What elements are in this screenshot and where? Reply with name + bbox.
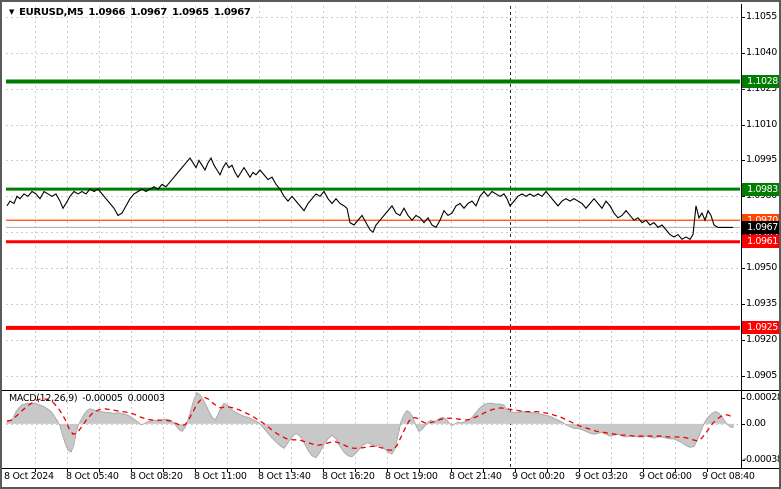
- price-axis-label: 1.1025: [746, 82, 777, 94]
- time-axis-label: 8 Oct 21:40: [449, 471, 502, 482]
- price-axis-label: 1.0980: [746, 190, 777, 202]
- macd-legend: MACD(12,26,9) -0.00005 0.00003: [9, 393, 165, 404]
- time-axis-label: 9 Oct 06:00: [639, 471, 692, 482]
- macd-histogram-edge: [6, 392, 734, 459]
- macd-axis-label: -0.00038: [743, 453, 781, 465]
- chart-legend: ▼ EURUSD,M5 1.0966 1.0967 1.0965 1.0967: [9, 7, 251, 18]
- ohlc-open: 1.0966: [88, 7, 126, 18]
- ohlc-high: 1.0967: [130, 7, 167, 18]
- price-badge: 1.0925: [742, 321, 779, 335]
- price-axis-label: 1.0995: [746, 154, 777, 166]
- time-axis-label: 8 Oct 2024: [4, 471, 54, 482]
- macd-signal-value: 0.00003: [127, 393, 165, 404]
- time-axis-label: 8 Oct 08:20: [130, 471, 183, 482]
- time-axis-label: 8 Oct 05:40: [66, 471, 119, 482]
- price-axis-label: 1.1040: [746, 46, 777, 58]
- symbol-dropdown-icon[interactable]: ▼: [9, 8, 15, 16]
- grid: [6, 6, 740, 467]
- time-axis-label: 9 Oct 03:20: [575, 471, 628, 482]
- price-axis-label: 1.1010: [746, 118, 777, 130]
- time-axis-label: 8 Oct 16:20: [322, 471, 375, 482]
- price-line: [6, 156, 733, 241]
- price-axis-label: 1.0935: [746, 297, 777, 309]
- macd-axis-label: 0.00028: [746, 391, 781, 403]
- symbol-title: EURUSD,M5: [19, 7, 84, 18]
- macd-signal-line: [6, 396, 734, 451]
- price-axis-label: 1.1055: [746, 10, 777, 22]
- price-axis-label: 1.0950: [746, 262, 777, 274]
- ohlc-low: 1.0965: [171, 7, 209, 18]
- price-badge: 1.0961: [742, 235, 779, 249]
- pane-borders: [2, 4, 779, 469]
- price-badge: 1.0983: [742, 182, 779, 196]
- time-axis-label: 9 Oct 00:20: [512, 471, 565, 482]
- macd-histogram: [6, 392, 734, 458]
- time-axis-label: 8 Oct 19:00: [385, 471, 438, 482]
- price-badge: 1.1028: [742, 75, 779, 89]
- macd-axis-label: 0.00: [746, 417, 766, 429]
- price-badge: 1.0967: [742, 220, 779, 234]
- price-axis-label: 1.0905: [746, 369, 777, 381]
- time-axis-label: 9 Oct 08:40: [702, 471, 755, 482]
- macd-indicator-name: MACD(12,26,9): [9, 393, 78, 404]
- ohlc-close: 1.0967: [213, 7, 251, 18]
- time-axis-label: 8 Oct 13:40: [258, 471, 311, 482]
- price-axis-label: 1.0920: [746, 333, 777, 345]
- macd-value: -0.00005: [82, 393, 123, 404]
- time-axis-label: 8 Oct 11:00: [194, 471, 247, 482]
